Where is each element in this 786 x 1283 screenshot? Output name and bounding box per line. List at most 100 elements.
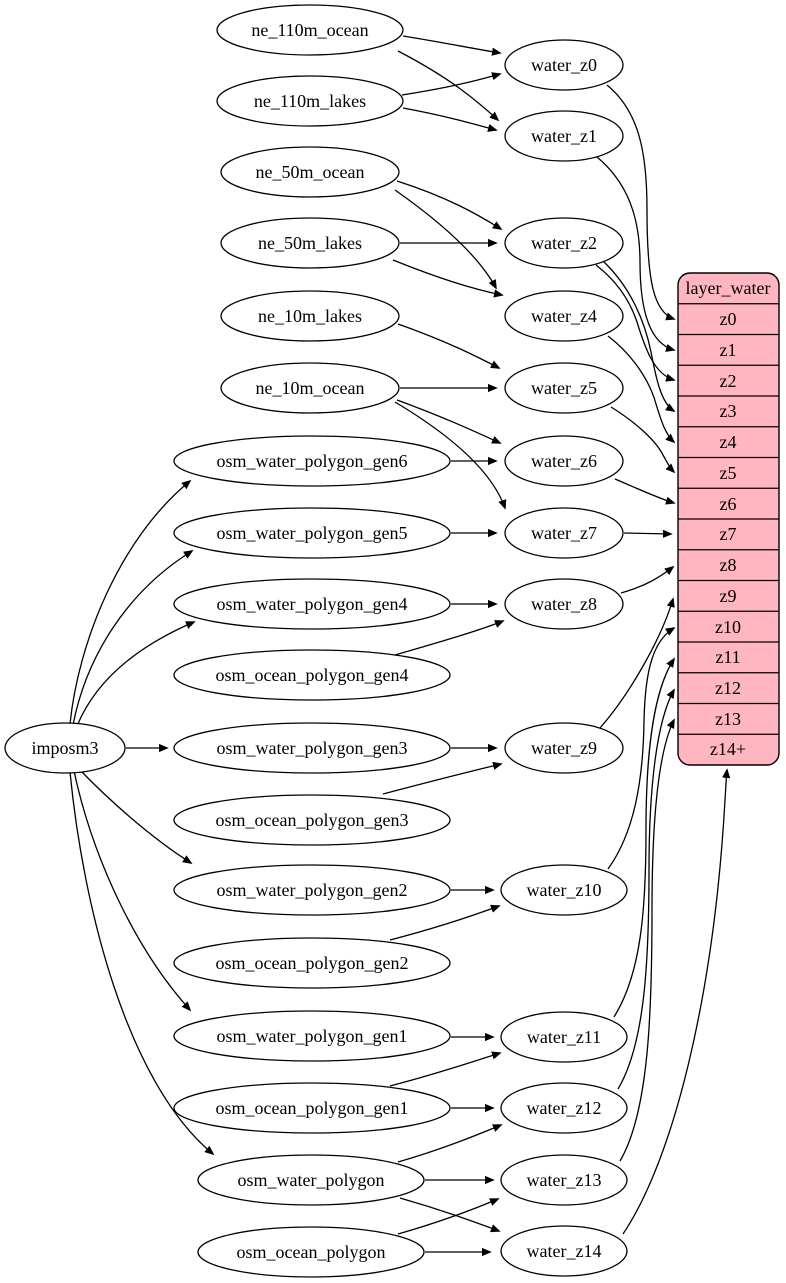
node-water-z9-shape <box>504 722 624 774</box>
node-water-z2-shape <box>504 217 624 269</box>
node-ne-110m-ocean-shape <box>216 4 404 56</box>
node-osm-water-polygon-gen5: osm_water_polygon_gen5 <box>173 507 451 559</box>
edge-water_z9-row_z9 <box>599 597 675 729</box>
node-osm-water-polygon-gen5-label: osm_water_polygon_gen5 <box>217 523 408 543</box>
node-water-z13: water_z13 <box>500 1154 628 1206</box>
node-osm-water-polygon-gen1-label: osm_water_polygon_gen1 <box>217 1026 408 1046</box>
node-ne-10m-ocean-label: ne_10m_ocean <box>256 378 365 398</box>
table-row-z5: z5 <box>720 463 737 483</box>
node-water-z5-label: water_z5 <box>531 378 597 398</box>
node-water-z7-label: water_z7 <box>531 523 597 543</box>
node-water-z12-label: water_z12 <box>527 1098 602 1118</box>
table-row-z6: z6 <box>720 494 737 514</box>
node-osm-ocean-polygon-gen1-label: osm_ocean_polygon_gen1 <box>216 1098 409 1118</box>
node-osm-water-polygon-gen6-shape <box>173 435 451 487</box>
edge-water_z0-row_z0 <box>606 84 676 321</box>
edge-imposm3-osm_water_polygon_gen5 <box>72 550 194 726</box>
edge-ne_50m_ocean-water_z2 <box>396 180 503 230</box>
node-water-z6: water_z6 <box>504 435 624 487</box>
node-water-z6-shape <box>504 435 624 487</box>
edge-imposm3-osm_water_polygon_gen4 <box>76 621 196 727</box>
node-water-z10-label: water_z10 <box>527 880 602 900</box>
node-ne-110m-lakes-label: ne_110m_lakes <box>254 91 366 111</box>
edge-osm_ocean_polygon_gen4-water_z8 <box>387 620 505 658</box>
node-water-z11-shape <box>500 1011 628 1063</box>
table-row-z10: z10 <box>715 617 741 637</box>
edge-osm_ocean_polygon-water_z13 <box>397 1198 500 1235</box>
node-water-z4-shape <box>504 290 624 342</box>
edge-water_z1-row_z1 <box>596 156 676 352</box>
node-water-z11-label: water_z11 <box>527 1027 601 1047</box>
edge-water_z11-row_z11 <box>613 657 675 1018</box>
node-water-z9: water_z9 <box>504 722 624 774</box>
node-water-z14-label: water_z14 <box>527 1241 602 1261</box>
node-water-z13-shape <box>500 1154 628 1206</box>
edge-ne_10m_lakes-water_z5 <box>397 323 501 369</box>
edge-osm_ocean_polygon_gen3-water_z9 <box>382 761 503 795</box>
node-imposm3-shape <box>4 722 126 774</box>
node-water-z1-shape <box>504 110 624 162</box>
layer-water-table: layer_water z0 z1 z2 z3 z4 z5 z6 z7 z8 z… <box>677 272 780 766</box>
node-ne-10m-lakes-label: ne_10m_lakes <box>258 306 362 326</box>
table-row-z4: z4 <box>720 432 737 452</box>
node-ne-50m-ocean-shape <box>220 146 400 198</box>
node-water-z0-shape <box>504 39 624 91</box>
node-osm-ocean-polygon-gen3-shape <box>173 794 451 846</box>
edge-water_z6-row_z6 <box>614 478 676 505</box>
node-water-z4-label: water_z4 <box>531 306 597 326</box>
node-osm-water-polygon-gen1-shape <box>173 1010 451 1062</box>
node-ne-10m-ocean-shape <box>220 362 400 414</box>
edge-water_z8-row_z8 <box>620 565 675 594</box>
node-osm-water-polygon-gen6: osm_water_polygon_gen6 <box>173 435 451 487</box>
node-osm-ocean-polygon: osm_ocean_polygon <box>197 1226 425 1278</box>
node-water-z0-label: water_z0 <box>531 55 597 75</box>
edge-imposm3-osm_water_polygon_gen6 <box>69 479 192 725</box>
table-row-z8: z8 <box>720 555 737 575</box>
node-osm-ocean-polygon-gen1-shape <box>173 1082 451 1134</box>
node-ne-10m-lakes: ne_10m_lakes <box>220 290 400 342</box>
edge-water_z7-row_z7 <box>623 529 673 538</box>
edge-water_z13-row_z13 <box>619 718 675 1162</box>
table-row-z0: z0 <box>720 309 737 329</box>
node-osm-water-polygon-gen4-label: osm_water_polygon_gen4 <box>217 594 408 614</box>
node-osm-ocean-polygon-gen2-shape <box>173 937 451 989</box>
edge-ne_110m_ocean-water_z1 <box>397 50 500 122</box>
node-osm-water-polygon: osm_water_polygon <box>197 1154 425 1206</box>
node-osm-water-polygon-gen2: osm_water_polygon_gen2 <box>173 864 451 916</box>
node-water-z8-label: water_z8 <box>531 594 597 614</box>
table-row-z7: z7 <box>720 524 737 544</box>
node-osm-ocean-polygon-gen4: osm_ocean_polygon_gen4 <box>173 649 451 701</box>
node-osm-ocean-polygon-gen4-shape <box>173 649 451 701</box>
node-osm-ocean-polygon-gen2-label: osm_ocean_polygon_gen2 <box>216 953 409 973</box>
node-ne-10m-ocean: ne_10m_ocean <box>220 362 400 414</box>
node-water-z12: water_z12 <box>500 1082 628 1134</box>
node-osm-ocean-polygon-shape <box>197 1226 425 1278</box>
edge-imposm3-osm_water_polygon <box>69 771 215 1156</box>
edge-water_z10-row_z10 <box>607 627 676 870</box>
node-osm-water-polygon-gen2-label: osm_water_polygon_gen2 <box>217 880 408 900</box>
edge-water_z12-row_z12 <box>617 688 675 1090</box>
node-imposm3: imposm3 <box>4 722 126 774</box>
edge-ne_50m_ocean-water_z4 <box>394 189 497 290</box>
node-water-z8: water_z8 <box>504 578 624 630</box>
table-row-z3: z3 <box>720 401 737 421</box>
node-imposm3-label: imposm3 <box>31 738 98 758</box>
table-row-z14plus: z14+ <box>710 739 746 759</box>
edge-ne_110m_lakes-water_z1 <box>402 107 498 132</box>
node-water-z14: water_z14 <box>500 1225 628 1277</box>
node-water-z0: water_z0 <box>504 39 624 91</box>
edge-osm_water_polygon-water_z12 <box>397 1124 503 1163</box>
edge-water_z14-row_z14plus <box>622 768 731 1235</box>
node-water-z4: water_z4 <box>504 290 624 342</box>
node-water-z13-label: water_z13 <box>527 1170 602 1190</box>
node-ne-110m-ocean: ne_110m_ocean <box>216 4 404 56</box>
node-osm-water-polygon-gen4-shape <box>173 578 451 630</box>
node-osm-water-polygon-gen1: osm_water_polygon_gen1 <box>173 1010 451 1062</box>
edge-osm_ocean_polygon_gen2-water_z10 <box>389 904 501 941</box>
edge-ne_10m_ocean-water_z6 <box>396 399 502 444</box>
node-water-z14-shape <box>500 1225 628 1277</box>
node-osm-ocean-polygon-gen4-label: osm_ocean_polygon_gen4 <box>216 665 409 685</box>
node-osm-ocean-polygon-gen3: osm_ocean_polygon_gen3 <box>173 794 451 846</box>
edge-ne_110m_ocean-water_z0 <box>402 35 502 56</box>
